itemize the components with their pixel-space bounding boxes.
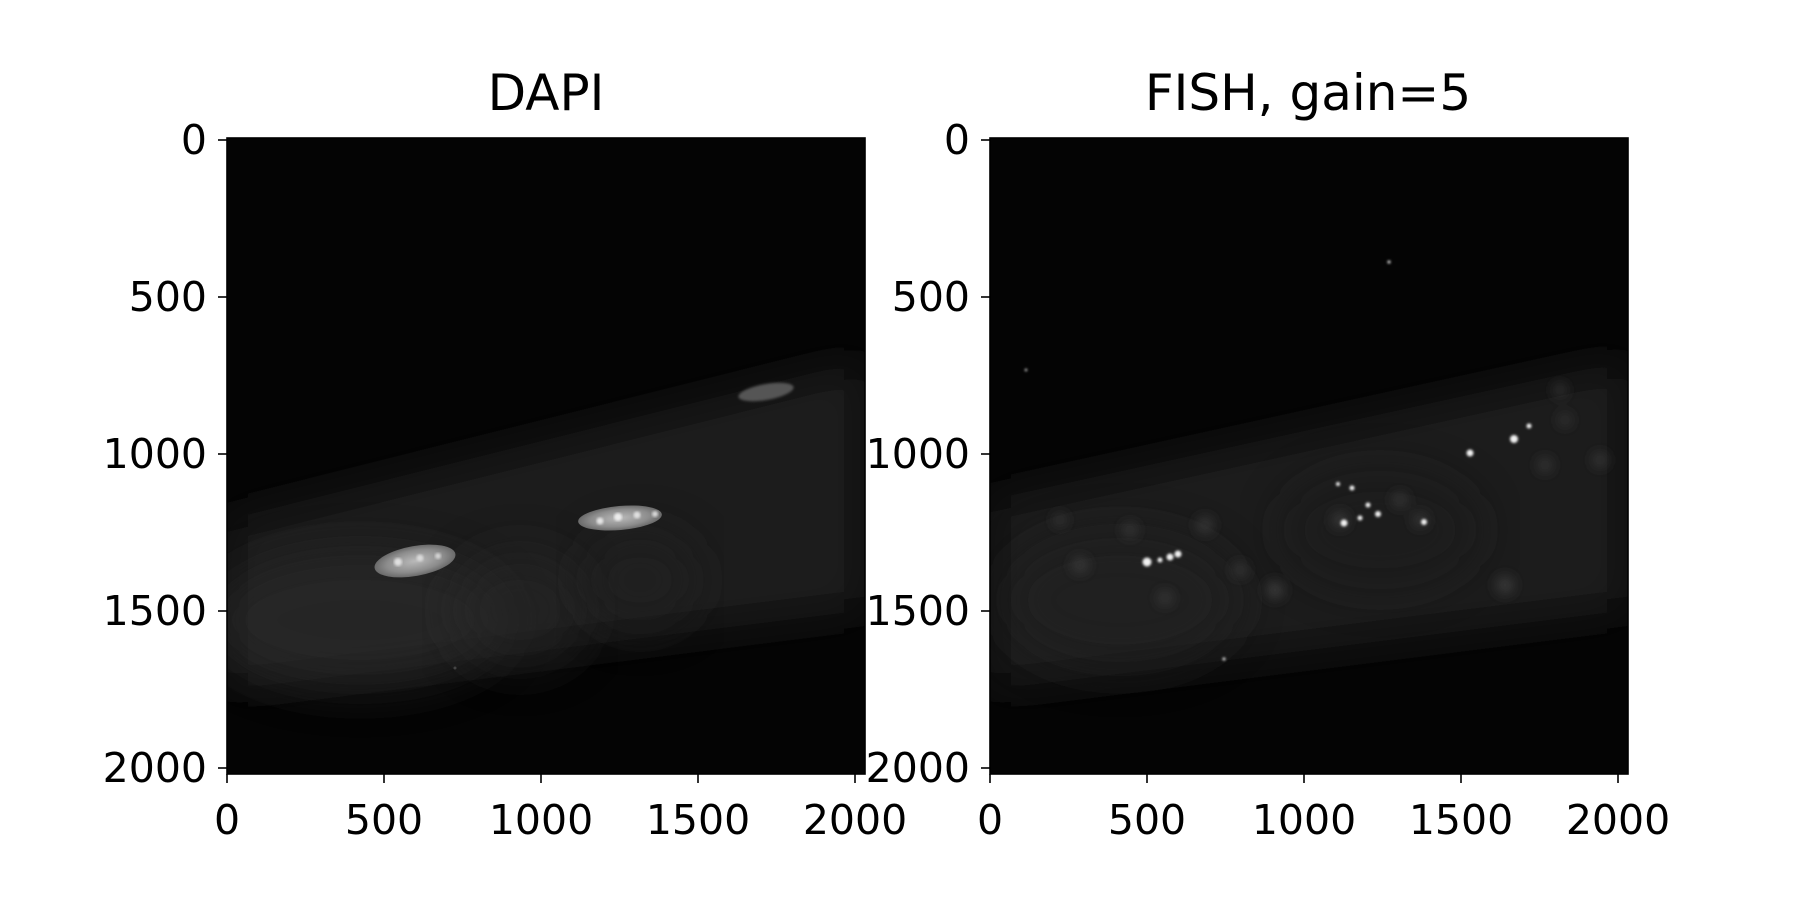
y-tick-label: 500	[129, 273, 207, 321]
y-axis-dapi: 0 500 1000 1500 2000	[103, 116, 227, 792]
x-tick: 1000	[1252, 774, 1356, 844]
y-tick-label: 1500	[866, 587, 970, 635]
x-tick-label: 0	[214, 796, 240, 844]
panel-dapi: DAPI 0	[103, 64, 908, 844]
x-tick: 1500	[1409, 774, 1513, 844]
y-tick: 0	[944, 116, 990, 164]
y-tick-label: 500	[892, 273, 970, 321]
x-tick: 500	[1108, 774, 1186, 844]
y-tick: 2000	[866, 744, 990, 792]
x-tick: 0	[214, 774, 240, 844]
y-tick-label: 2000	[866, 744, 970, 792]
y-axis-fish: 0 500 1000 1500 2000	[866, 116, 990, 792]
y-tick: 2000	[103, 744, 227, 792]
y-tick: 500	[892, 273, 990, 321]
x-tick-label: 0	[977, 796, 1003, 844]
x-tick: 2000	[803, 774, 907, 844]
y-tick: 500	[129, 273, 227, 321]
y-tick-label: 0	[944, 116, 970, 164]
x-tick: 500	[345, 774, 423, 844]
dapi-image	[227, 138, 865, 774]
y-tick: 1000	[103, 430, 227, 478]
y-tick: 1500	[103, 587, 227, 635]
nucleus	[374, 544, 456, 578]
y-tick: 1500	[866, 587, 990, 635]
x-tick-label: 2000	[803, 796, 907, 844]
y-tick: 1000	[866, 430, 990, 478]
x-tick: 0	[977, 774, 1003, 844]
y-tick-label: 1500	[103, 587, 207, 635]
y-tick-label: 1000	[866, 430, 970, 478]
y-tick-label: 2000	[103, 744, 207, 792]
x-tick-label: 2000	[1566, 796, 1670, 844]
x-tick: 2000	[1566, 774, 1670, 844]
x-tick: 1000	[489, 774, 593, 844]
x-tick-label: 1500	[1409, 796, 1513, 844]
x-tick-label: 1500	[646, 796, 750, 844]
fish-image	[990, 138, 1628, 774]
x-axis-fish: 0 500 1000 1500 2000	[977, 774, 1670, 844]
panel-fish: FISH, gain=5	[866, 64, 1671, 844]
x-tick-label: 1000	[1252, 796, 1356, 844]
x-axis-dapi: 0 500 1000 1500 2000	[214, 774, 907, 844]
panel-title-fish: FISH, gain=5	[1145, 64, 1471, 122]
fish-puncta	[1024, 260, 1532, 661]
y-tick-label: 0	[181, 116, 207, 164]
panel-title-dapi: DAPI	[488, 64, 605, 122]
y-tick: 0	[181, 116, 227, 164]
x-tick-label: 500	[1108, 796, 1186, 844]
x-tick-label: 1000	[489, 796, 593, 844]
nucleus	[738, 382, 794, 402]
y-tick-label: 1000	[103, 430, 207, 478]
x-tick-label: 500	[345, 796, 423, 844]
x-tick: 1500	[646, 774, 750, 844]
